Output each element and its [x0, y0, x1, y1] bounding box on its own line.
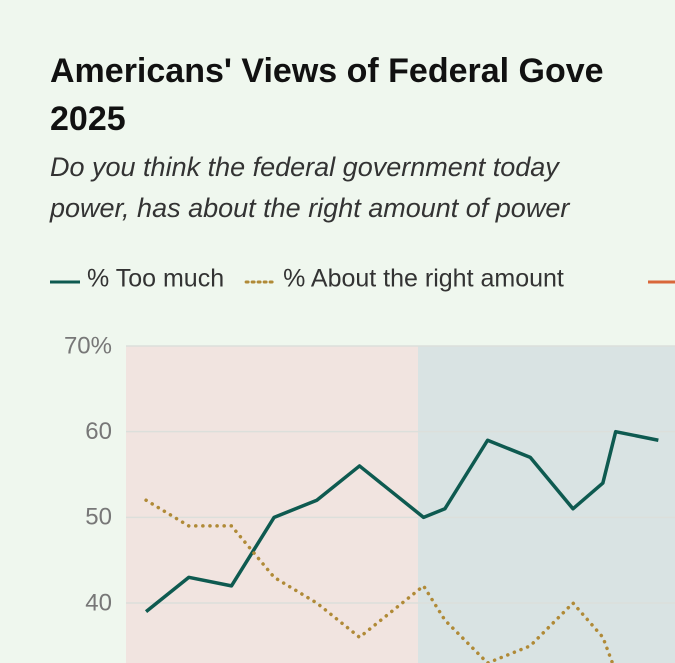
y-tick-label: 70%: [64, 332, 112, 359]
period-shading: [126, 346, 418, 663]
chart-subtitle: Do you think the federal government toda…: [50, 152, 560, 182]
plot-area: [144, 429, 659, 663]
y-tick-label: 40: [85, 589, 112, 616]
legend-label: % About the right amount: [283, 265, 564, 293]
y-tick-label: 60: [85, 418, 112, 445]
chart-title: Americans' Views of Federal Gove: [50, 52, 604, 90]
series-line: [144, 498, 615, 663]
legend-label: % Too much: [87, 265, 224, 293]
period-shading: [418, 346, 675, 663]
series-line: [144, 429, 659, 613]
y-tick-label: 50: [85, 504, 112, 531]
legend: % Too much % About the right amount: [50, 265, 564, 293]
chart-title: 2025: [50, 100, 126, 138]
chart-subtitle: power, has about the right amount of pow…: [49, 193, 570, 223]
grid: [126, 345, 675, 604]
